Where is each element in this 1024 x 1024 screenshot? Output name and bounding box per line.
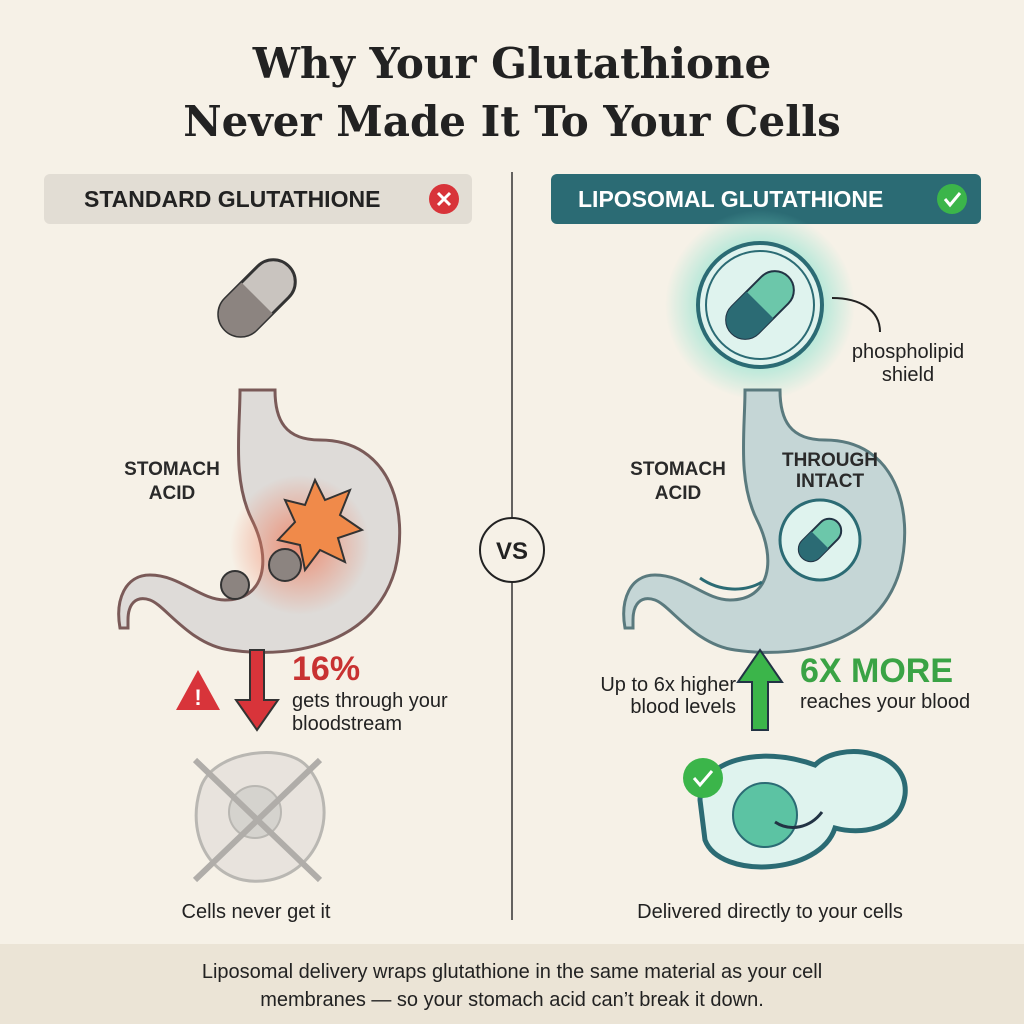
x-icon xyxy=(436,191,452,207)
fragment xyxy=(220,570,250,600)
stat: 16% xyxy=(292,650,360,688)
stat: 6X MORE xyxy=(800,652,953,690)
stat-caption: bloodstream xyxy=(292,713,402,735)
stomach-label: ACID xyxy=(149,483,195,504)
blocked-cell xyxy=(192,751,326,883)
warning-icon: ! xyxy=(194,685,201,710)
pointer xyxy=(831,297,881,333)
stomach-label: ACID xyxy=(655,483,701,504)
healthy-cell xyxy=(683,749,908,870)
footer-band xyxy=(0,944,1024,1024)
warning-icon xyxy=(176,670,220,710)
check-icon xyxy=(937,184,967,214)
footer-line: Liposomal delivery wraps glutathione in … xyxy=(202,961,822,983)
footer-line: membranes — so your stomach acid can’t b… xyxy=(260,989,764,1011)
down-arrow xyxy=(234,649,280,732)
vs-label: VS xyxy=(496,538,528,565)
badge xyxy=(551,174,981,224)
stomach-label: STOMACH xyxy=(124,459,220,480)
intact-label: INTACT xyxy=(796,471,865,492)
stomach-label: STOMACH xyxy=(630,459,726,480)
capsule xyxy=(797,517,843,563)
badge-text: LIPOSOMAL GLUTATHIONE xyxy=(578,186,883,212)
stat-caption: gets through your xyxy=(292,690,448,712)
cell-caption: Delivered directly to your cells xyxy=(637,901,903,923)
vs-circle xyxy=(479,517,545,583)
flow-arrow xyxy=(699,576,763,591)
title-line: Why Your Glutathione xyxy=(252,39,772,88)
fragment xyxy=(268,548,302,582)
stat-caption: reaches your blood xyxy=(800,691,970,713)
shield xyxy=(705,250,815,360)
badge-text: STANDARD GLUTATHIONE xyxy=(84,186,380,212)
capsule xyxy=(725,270,795,340)
shield-label: phospholipid xyxy=(852,341,964,363)
side-note: blood levels xyxy=(630,696,736,718)
burst xyxy=(276,477,365,573)
side-note: Up to 6x higher xyxy=(600,674,736,696)
intact-label: THROUGH xyxy=(782,450,878,471)
capsule xyxy=(217,258,297,338)
shield-label: shield xyxy=(882,364,934,386)
badge xyxy=(44,174,472,224)
cell-caption: Cells never get it xyxy=(182,901,331,923)
title-line: Never Made It To Your Cells xyxy=(183,97,840,146)
up-arrow xyxy=(736,648,784,731)
check-icon xyxy=(943,192,962,208)
